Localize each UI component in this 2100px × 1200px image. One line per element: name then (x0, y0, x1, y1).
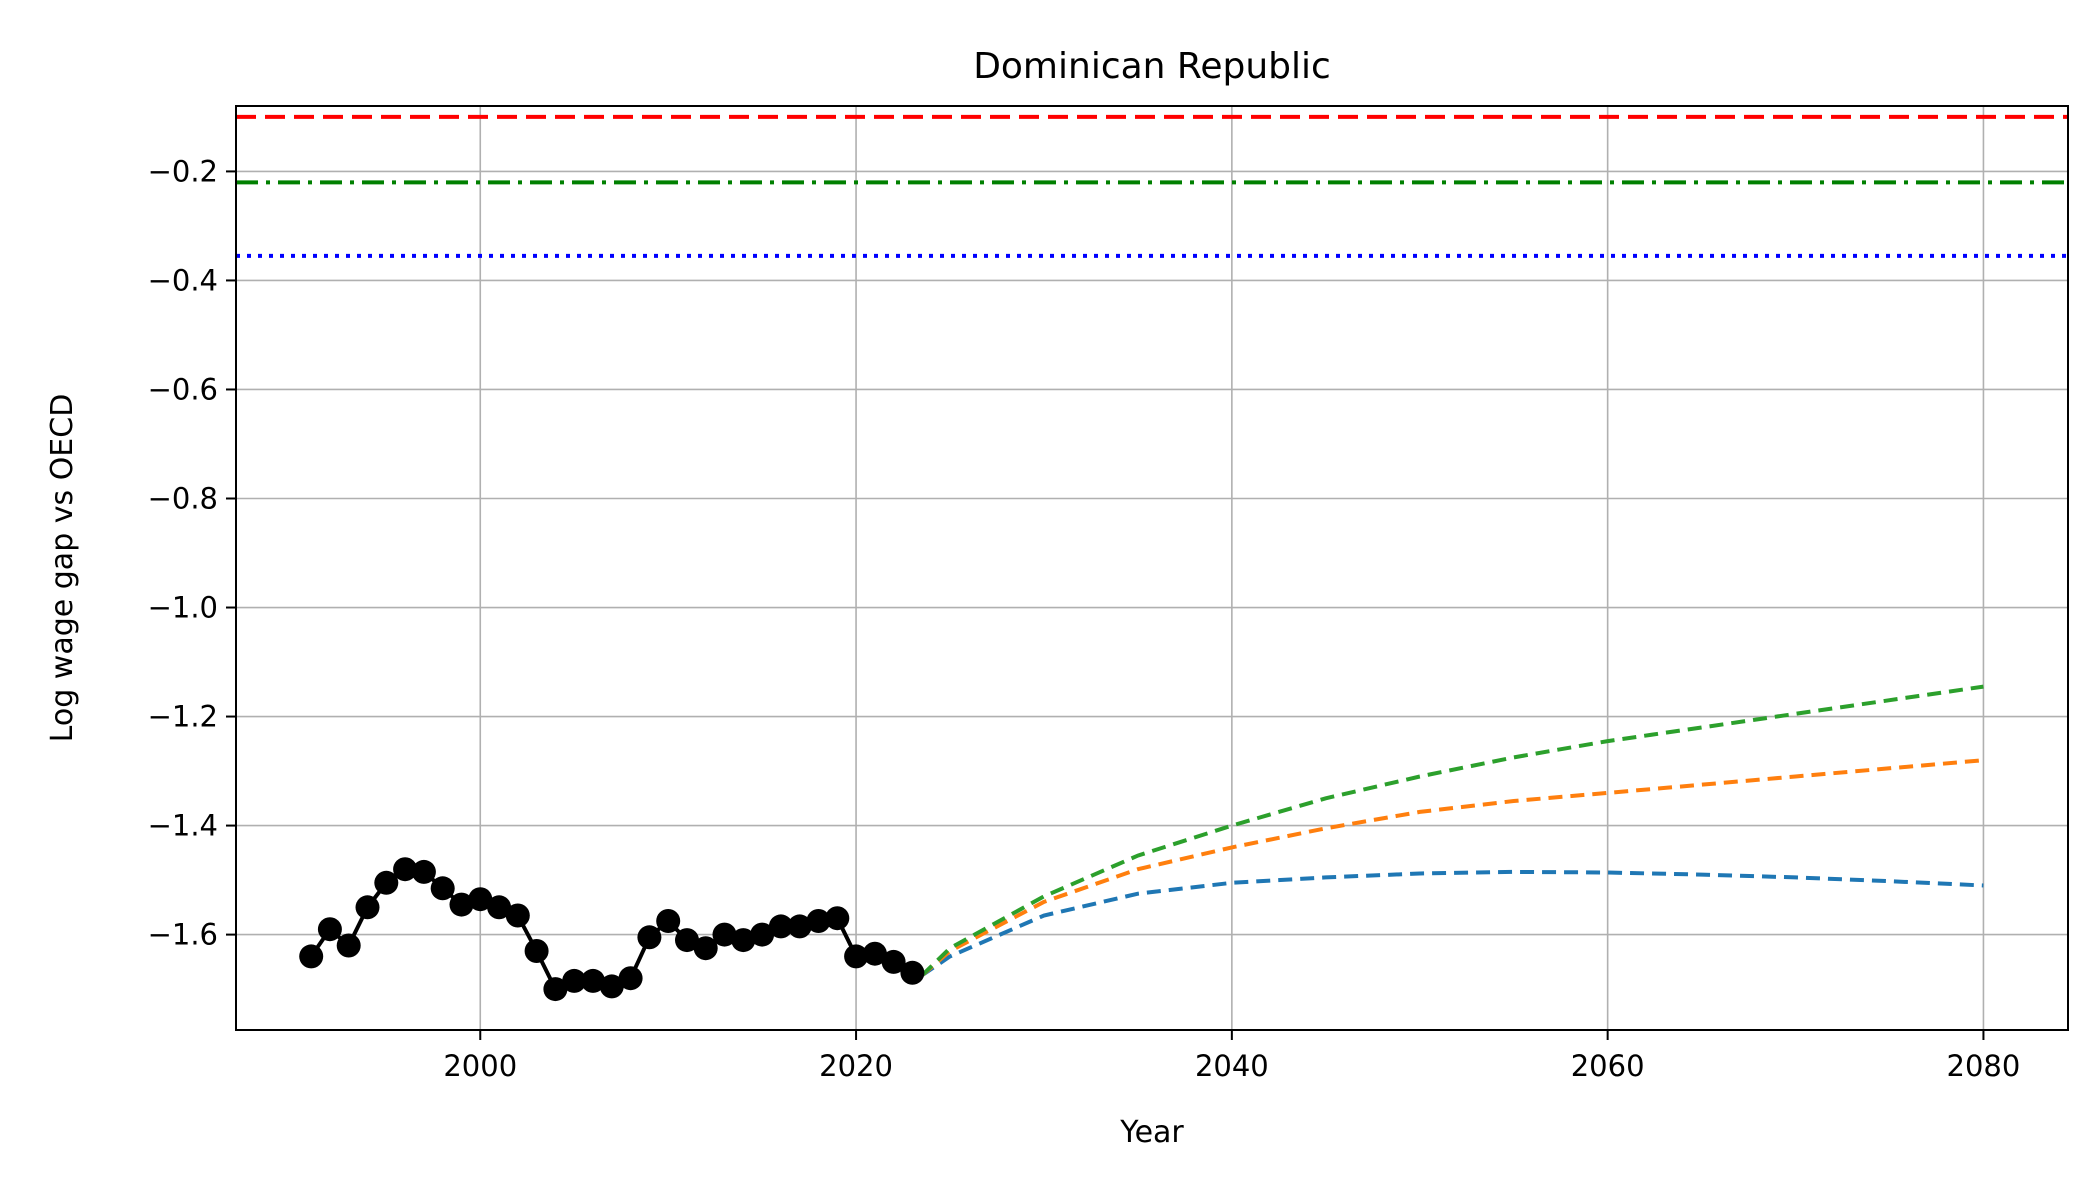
projection-line-1 (920, 869, 1984, 978)
historical-point (430, 876, 455, 901)
historical-point (750, 922, 775, 947)
historical-point (374, 870, 399, 895)
y-tick-label: −1.6 (148, 918, 218, 952)
historical-point (618, 966, 643, 991)
historical-point (487, 895, 512, 920)
reference-lines (236, 114, 2068, 258)
y-tick-label: −1.4 (148, 809, 218, 843)
y-tick-label: −0.2 (148, 154, 218, 188)
historical-point (656, 909, 681, 933)
historical-point (768, 914, 793, 939)
projection-line-3 (920, 684, 1984, 977)
historical-point (900, 960, 925, 985)
grid (236, 106, 2068, 1030)
historical-point (524, 939, 549, 963)
historical-point (581, 968, 605, 993)
historical-point (731, 928, 756, 953)
historical-point (825, 906, 850, 931)
historical-point (299, 944, 324, 969)
x-tick-label: 2000 (443, 1049, 517, 1083)
historical-point (317, 917, 342, 942)
historical-point (712, 922, 737, 947)
y-tick-label: −1.2 (148, 700, 218, 734)
x-tick-label: 2020 (819, 1049, 893, 1083)
y-tick-label: −0.4 (148, 263, 218, 297)
historical-point (562, 968, 587, 993)
y-axis-label: Log wage gap vs OECD (45, 394, 80, 743)
historical-point (844, 944, 869, 969)
historical-point (449, 892, 474, 917)
x-tick-label: 2060 (1571, 1049, 1645, 1083)
historical-point (599, 974, 624, 999)
chart-title: Dominican Republic (973, 46, 1331, 87)
series-layer (299, 684, 1984, 1002)
plot-frame (235, 105, 2069, 1031)
historical-point (806, 909, 831, 933)
historical-point (637, 925, 662, 950)
historical-point (468, 887, 493, 912)
historical-point (336, 933, 361, 958)
historical-point (505, 903, 530, 928)
ticks: 2000 2020 2040 2060 2080 −0.2 −0.4 −0.6 −0.8 −1.0… (148, 154, 2021, 1083)
historical-point (862, 941, 887, 966)
historical-point (543, 977, 568, 1002)
historical-point (393, 857, 418, 882)
historical-point (881, 949, 906, 974)
y-tick-label: −0.8 (148, 481, 218, 515)
x-tick-label: 2040 (1195, 1049, 1269, 1083)
projection-line-2 (920, 758, 1984, 978)
x-axis-label: Year (1119, 1115, 1184, 1150)
historical-point (355, 895, 380, 920)
historical-point (411, 859, 436, 884)
historical-point (675, 928, 699, 953)
historical-point (693, 936, 718, 961)
y-tick-label: −1.0 (148, 591, 218, 625)
historical-point (787, 914, 812, 939)
x-tick-label: 2080 (1947, 1049, 2021, 1083)
y-tick-label: −0.6 (148, 372, 218, 406)
